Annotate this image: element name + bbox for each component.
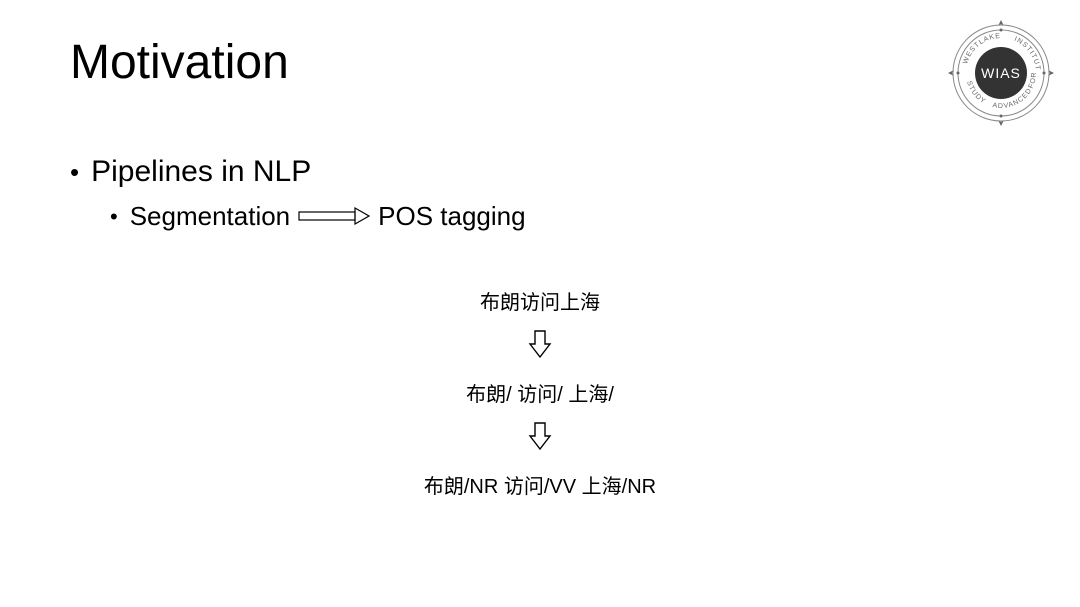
page-title: Motivation <box>70 35 289 90</box>
bullet-pipelines: Pipelines in NLP <box>70 155 526 189</box>
example-input: 布朗访问上海 <box>480 286 600 315</box>
example-tagged: 布朗/NR 访问/VV 上海/NR <box>424 470 656 499</box>
svg-text:FOR: FOR <box>1028 71 1038 89</box>
bullet-seg-pos: Segmentation POS tagging <box>110 201 526 232</box>
content-area: Pipelines in NLP Segmentation POS taggin… <box>70 155 526 232</box>
pos-tagging-label: POS tagging <box>378 201 525 232</box>
wias-logo: WESTLAKE INSTITUTE STUDY ADVANCED FOR WI… <box>946 18 1056 128</box>
bullet-1-text: Pipelines in NLP <box>91 155 311 189</box>
example-segmented: 布朗/ 访问/ 上海/ <box>466 378 614 407</box>
segmentation-label: Segmentation <box>130 201 290 232</box>
horizontal-arrow-icon <box>298 201 370 232</box>
down-arrow-icon <box>528 329 552 364</box>
down-arrow-icon <box>528 421 552 456</box>
svg-text:WIAS: WIAS <box>981 65 1021 81</box>
example-pipeline-area: 布朗访问上海 布朗/ 访问/ 上海/ 布朗/NR 访问/VV 上海/NR <box>0 280 1080 505</box>
